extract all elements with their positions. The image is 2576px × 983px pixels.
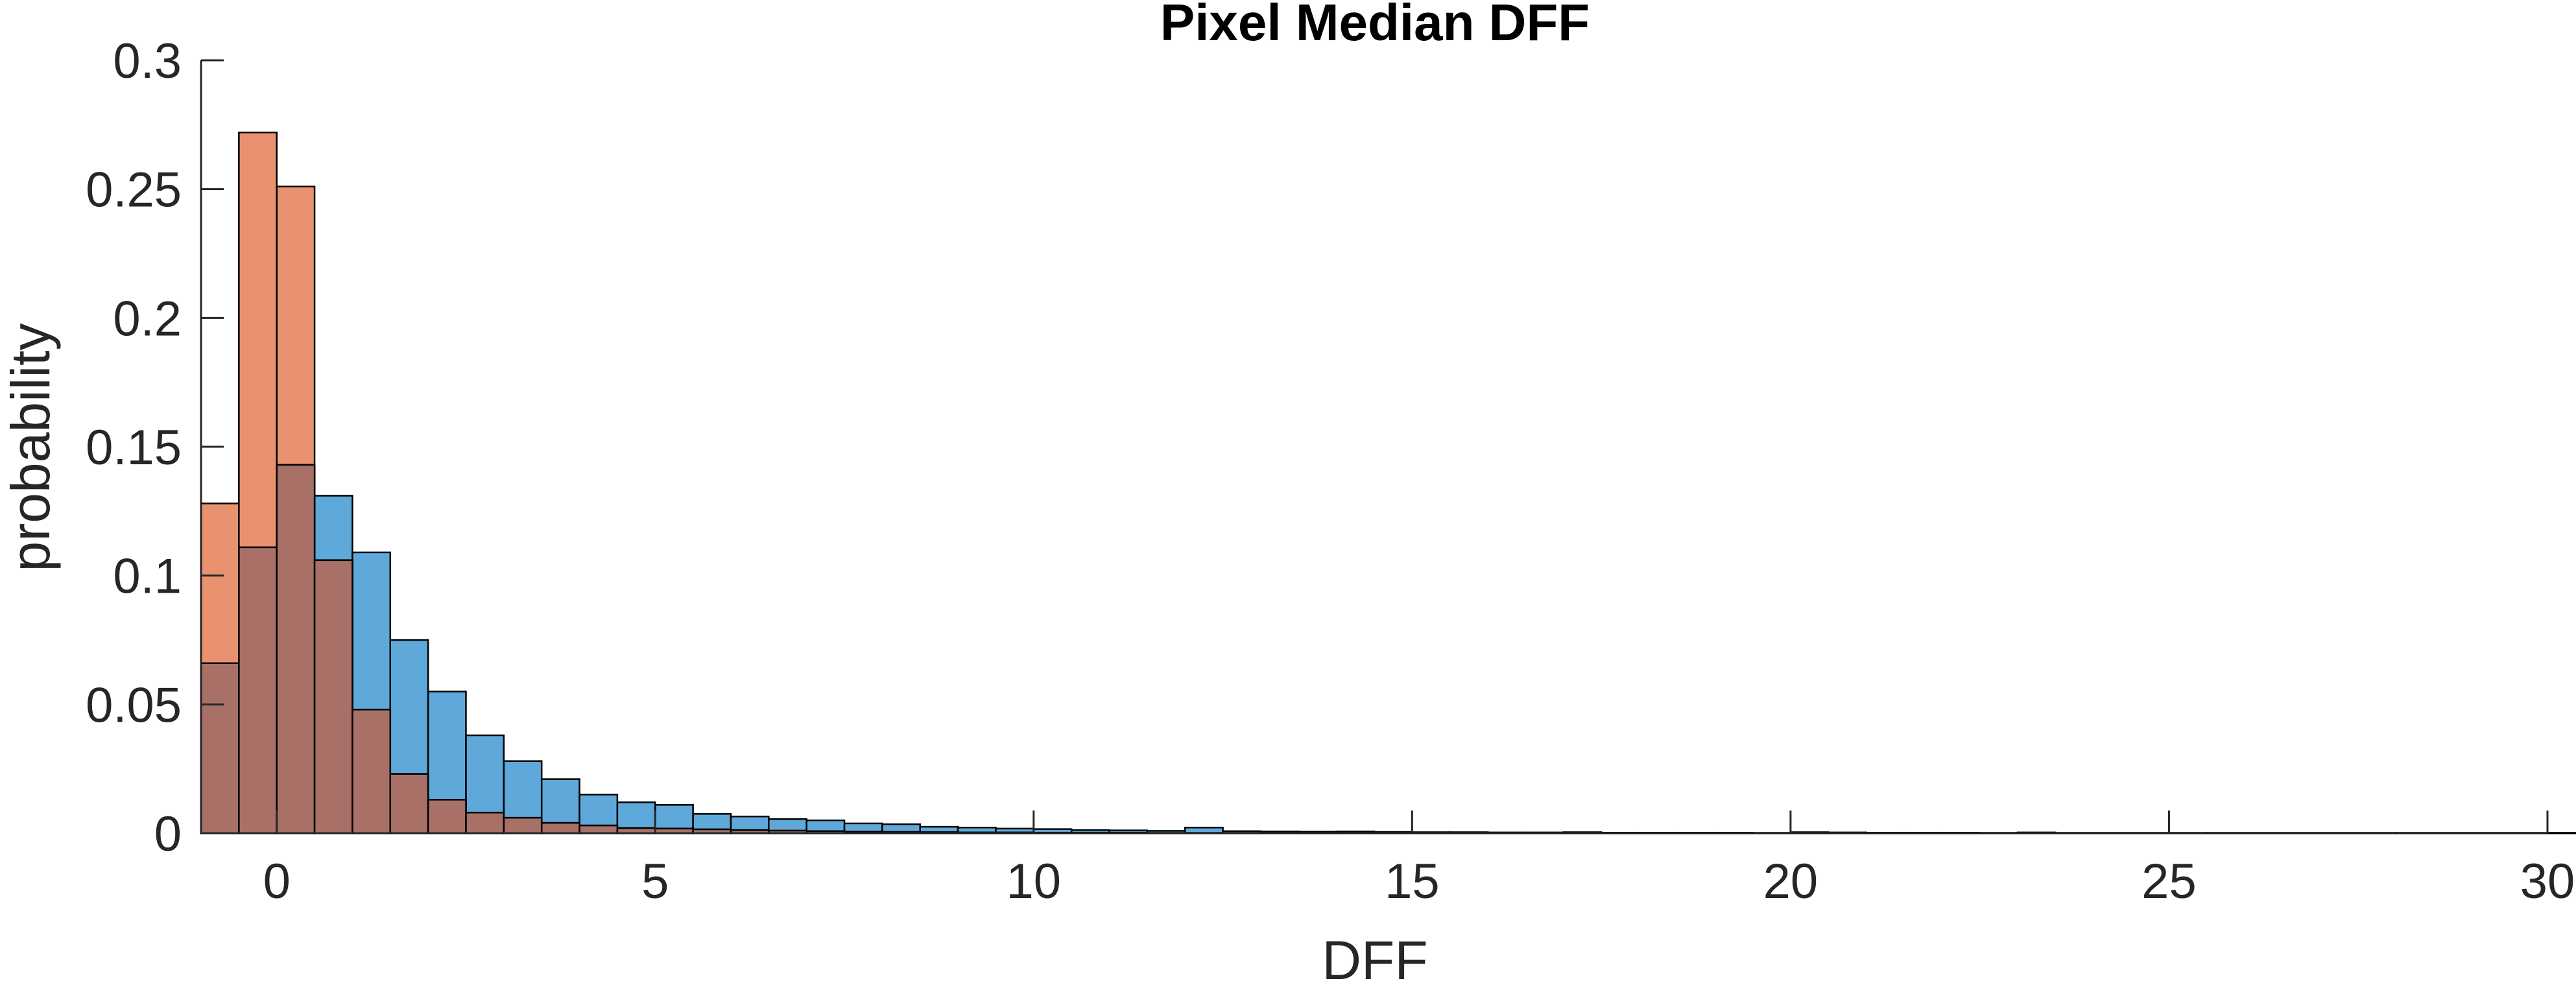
chart-title: Pixel Median DFF bbox=[1160, 0, 1590, 51]
x-tick-label: 10 bbox=[1007, 854, 1062, 909]
bar-overlap-2 bbox=[276, 464, 316, 835]
y-tick-label: 0.15 bbox=[86, 420, 182, 475]
y-tick-label: 0.1 bbox=[113, 549, 182, 604]
axes bbox=[200, 60, 2547, 835]
series-blue-bars bbox=[200, 464, 2576, 835]
bar-overlap-1 bbox=[238, 546, 278, 835]
x-tick-label: 25 bbox=[2141, 854, 2197, 909]
x-tick-label: 15 bbox=[1385, 854, 1440, 909]
x-tick-label: 0 bbox=[263, 854, 291, 909]
bar-overlap-5 bbox=[389, 773, 429, 835]
bar-overlap-7 bbox=[465, 811, 505, 835]
bar-overlap-3 bbox=[313, 559, 353, 835]
bar-overlap-4 bbox=[352, 709, 392, 835]
y-tick-label: 0 bbox=[154, 807, 182, 862]
bar-overlap-0 bbox=[200, 662, 240, 835]
x-tick-label: 20 bbox=[1763, 854, 1819, 909]
x-tick-label: 30 bbox=[2520, 854, 2575, 909]
overlap-bars bbox=[200, 464, 2576, 835]
x-axis-label: DFF bbox=[1322, 930, 1427, 983]
y-tick-label: 0.2 bbox=[113, 291, 182, 346]
y-tick-label: 0.3 bbox=[113, 34, 182, 89]
bar-overlap-8 bbox=[503, 816, 543, 835]
y-tick-label: 0.05 bbox=[86, 678, 182, 733]
bar-overlap-6 bbox=[427, 799, 467, 835]
y-tick-label: 0.25 bbox=[86, 163, 182, 218]
series-orange-bars bbox=[200, 132, 2576, 835]
x-tick-labels: 0 5 10 15 20 25 30 bbox=[263, 811, 2575, 909]
bar-overlap-9 bbox=[540, 822, 580, 835]
y-axis-label: probability bbox=[0, 324, 61, 572]
y-tick-labels: 0 0.05 0.1 0.15 0.2 0.25 0.3 bbox=[86, 34, 224, 862]
x-tick-label: 5 bbox=[641, 854, 669, 909]
bar-overlap-10 bbox=[578, 824, 619, 835]
